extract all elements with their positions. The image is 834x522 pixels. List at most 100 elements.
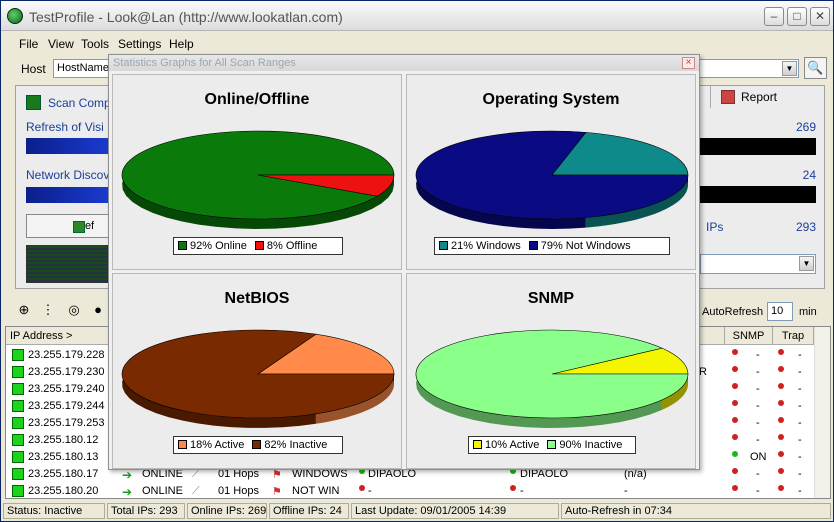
- pie-slice-side: [585, 175, 688, 228]
- mid-cell: R: [699, 366, 707, 378]
- chevron-down-icon[interactable]: ▼: [799, 256, 814, 271]
- table-row[interactable]: 23.255.180.12 - -: [6, 432, 814, 449]
- menu-help[interactable]: Help: [169, 37, 194, 51]
- menu-settings[interactable]: Settings: [118, 37, 162, 51]
- status-online-icon: [12, 417, 24, 429]
- legend-item: 21% Windows: [439, 240, 521, 252]
- state-cell: ONLINE: [142, 485, 183, 497]
- table-row[interactable]: 23.255.179.228 - -: [6, 347, 814, 364]
- report-label: Report: [741, 90, 778, 104]
- snmp-cell: -: [756, 366, 760, 378]
- title-bar: TestProfile - Look@Lan (http://www.looka…: [1, 1, 833, 31]
- legend-swatch: [178, 241, 187, 250]
- legend-swatch: [252, 440, 262, 449]
- pie-slice: [551, 132, 689, 176]
- refresh-button[interactable]: Ref: [26, 214, 116, 238]
- trap-cell: -: [798, 468, 802, 480]
- host-field-select[interactable]: HostName: [53, 59, 111, 78]
- status-online-icon: [12, 366, 24, 378]
- online-arrow-icon: ➔: [122, 468, 133, 482]
- hops-icon: ⟋: [192, 468, 200, 480]
- legend-swatch: [528, 241, 538, 250]
- refresh-visible-label: Refresh of Visi: [26, 120, 104, 134]
- legend-swatch: [473, 440, 482, 449]
- app-globe-icon: [7, 8, 23, 24]
- trap-dot-icon: [778, 383, 784, 389]
- snmp-dot-icon: [732, 434, 738, 440]
- trap-cell: -: [798, 349, 802, 361]
- legend-label: 79% Not Windows: [540, 240, 631, 252]
- minimize-button[interactable]: –: [764, 7, 784, 26]
- snmp-dot-icon: [732, 400, 738, 406]
- ips-count: 293: [795, 220, 816, 234]
- dialog-close-button[interactable]: ×: [682, 57, 695, 69]
- column-header-trap[interactable]: Trap: [773, 327, 814, 345]
- search-button[interactable]: 🔍: [804, 57, 827, 79]
- snmp-cell: -: [756, 383, 760, 395]
- status-online-icon: [12, 434, 24, 446]
- trap-dot-icon: [778, 485, 784, 491]
- pie-slice-side: [662, 374, 688, 410]
- menu-view[interactable]: View: [48, 37, 74, 51]
- legend-label: 8% Offline: [266, 240, 318, 252]
- chart-panel: SNMP 10% Active 90% Inactive: [406, 273, 696, 469]
- table-row[interactable]: 23.255.179.253 - -: [6, 415, 814, 432]
- scan-icon: [26, 95, 41, 110]
- chart-legend: 92% Online 8% Offline: [173, 237, 343, 255]
- status-online-icon: [12, 468, 24, 480]
- pie-slice: [121, 329, 395, 419]
- table-row[interactable]: 23.255.179.240 - -: [6, 381, 814, 398]
- ip-cell: 23.255.179.230: [28, 366, 105, 378]
- table-row[interactable]: 23.255.180.13 ON -: [6, 449, 814, 466]
- report-button[interactable]: Report: [710, 86, 824, 108]
- table-row[interactable]: 23.255.179.244 - -: [6, 398, 814, 415]
- legend-item: 10% Active: [473, 439, 539, 451]
- activity-graph: [26, 245, 108, 283]
- minutes-label: min: [799, 306, 817, 318]
- hops-icon: ⟋: [192, 485, 200, 497]
- os-cell: WINDOWS: [292, 468, 348, 480]
- legend-item: 79% Not Windows: [528, 240, 631, 252]
- binoculars-icon[interactable]: ◎: [68, 302, 80, 317]
- pie-slice: [415, 130, 689, 220]
- magnifier-icon: 🔍: [807, 60, 824, 75]
- menu-tools[interactable]: Tools: [81, 37, 110, 51]
- table-row[interactable]: 23.255.180.17 ➔ ONLINE ⟋ 01 Hops ⚑ WINDOWS DIPA…: [6, 466, 814, 483]
- close-button[interactable]: ✕: [810, 7, 830, 26]
- table-scrollbar[interactable]: [814, 327, 830, 498]
- dialog-title: Statistics Graphs for All Scan Ranges: [109, 55, 699, 71]
- report-icon: [721, 90, 735, 104]
- status-online-icon: [12, 349, 24, 361]
- legend-label: 10% Active: [485, 439, 540, 451]
- table-row[interactable]: 23.255.180.20 ➔ ONLINE ⟋ 01 Hops ⚑ NOT WIN - - - -…: [6, 483, 814, 498]
- range-select[interactable]: ▼: [700, 254, 816, 274]
- column-header-snmp[interactable]: SNMP: [725, 327, 773, 345]
- snmp-cell: -: [756, 485, 760, 497]
- legend-swatch: [439, 241, 448, 250]
- snmp-cell: ON: [750, 451, 767, 463]
- trap-dot-icon: [778, 400, 784, 406]
- autorefresh-input[interactable]: 10: [767, 302, 793, 321]
- os-flag-icon: ⚑: [272, 469, 282, 481]
- netbios-cell: DIPAOLO: [368, 468, 417, 480]
- host-input-combo[interactable]: ▼: [691, 59, 799, 78]
- chart-panel: Operating System 21% Windows 79% Not Windo…: [406, 74, 696, 270]
- network-count: 24: [802, 168, 816, 182]
- hops-cell: 01 Hops: [218, 485, 259, 497]
- colors-icon[interactable]: ●: [94, 302, 102, 317]
- status-bar: Status: Inactive Total IPs: 293 Online I…: [1, 501, 833, 521]
- legend-swatch: [254, 241, 264, 250]
- ip-cell: 23.255.179.240: [28, 383, 105, 395]
- ip-cell: 23.255.180.13: [28, 451, 99, 463]
- refresh-count: 269: [795, 120, 816, 134]
- chevron-down-icon[interactable]: ▼: [782, 61, 797, 76]
- tree-icon[interactable]: ⋮: [41, 302, 55, 317]
- hops-cell: 01 Hops: [218, 468, 259, 480]
- snmp-dot-icon: [732, 366, 738, 372]
- maximize-button[interactable]: □: [787, 7, 807, 26]
- chart-title: NetBIOS: [224, 290, 290, 307]
- zoom-icon[interactable]: ⊕: [18, 302, 30, 317]
- snmp-dot-icon: [732, 451, 738, 457]
- table-row[interactable]: 23.255.179.230 R - -: [6, 364, 814, 381]
- menu-file[interactable]: File: [19, 37, 39, 51]
